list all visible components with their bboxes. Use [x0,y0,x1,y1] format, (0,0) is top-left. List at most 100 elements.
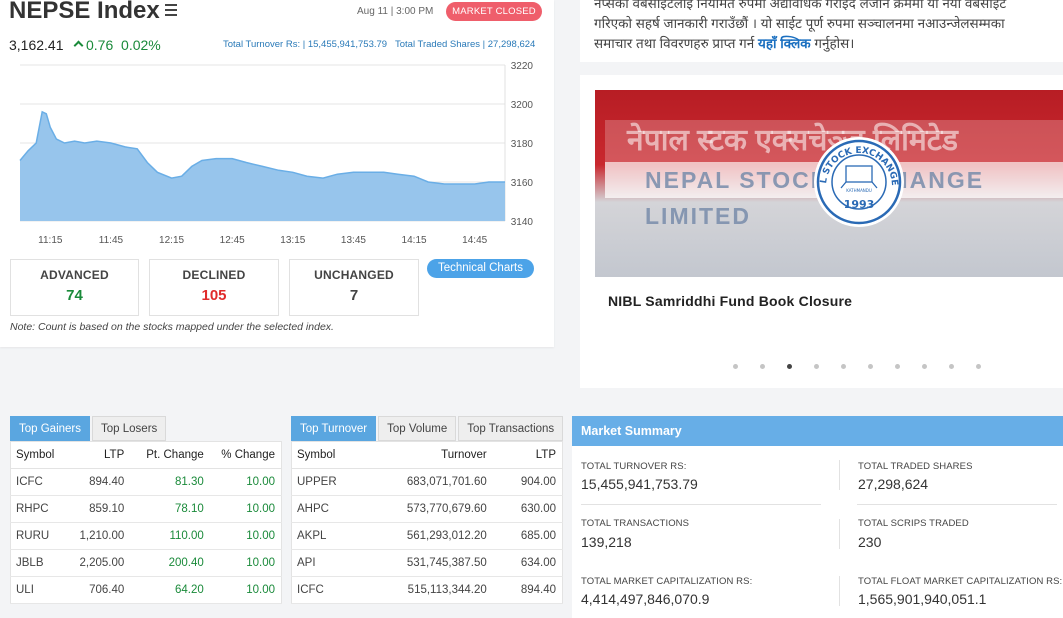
advanced-label: ADVANCED [40,268,109,282]
technical-charts-button[interactable]: Technical Charts [427,259,534,278]
carousel-dot[interactable] [949,364,954,369]
index-value: 3,162.41 [9,37,64,53]
table-cell: 2,205.00 [70,549,131,577]
table-cell: 200.40 [130,549,210,577]
carousel-dot[interactable] [922,364,927,369]
menu-icon[interactable] [165,4,177,16]
top-gainers-table: Symbol LTP Pt. Change % Change ICFC 894.4… [10,441,282,604]
table-row[interactable]: AHPC 573,770,679.60 630.00 [291,495,563,523]
table-cell: 10.00 [209,576,282,604]
col-ltp: LTP [492,441,563,469]
news-image[interactable]: नेपाल स्टक एक्सचेञ्ज लिमिटेड NEPAL STOCK… [595,90,1063,277]
table-cell: 10.00 [209,549,282,577]
x-tick-label: 12:45 [220,235,245,246]
advanced-count: 74 [66,287,83,304]
index-timestamp: Aug 11 | 3:00 PM [357,6,434,17]
x-tick-label: 12:15 [159,235,184,246]
top-turnover-table: Symbol Turnover LTP UPPER 683,071,701.60 9… [291,441,563,604]
index-chart[interactable]: 3220 3200 3180 3160 3140 11:15 11:45 12:15 12:45… [0,58,554,250]
float-cap-value: 1,565,901,940,051.1 [858,591,987,607]
table-cell[interactable]: AHPC [291,495,362,523]
table-row[interactable]: UPPER 683,071,701.60 904.00 [291,468,563,496]
index-change: 0.76 0.02% [73,37,161,53]
table-cell[interactable]: RHPC [10,495,71,523]
table-cell[interactable]: AKPL [291,522,362,550]
table-cell: 10.00 [209,495,282,523]
carousel-dot[interactable] [976,364,981,369]
tab-top-volume[interactable]: Top Volume [378,416,457,441]
table-cell[interactable]: JBLB [10,549,71,577]
y-tick-label: 3180 [511,139,534,150]
carousel-dot[interactable] [895,364,900,369]
table-cell[interactable]: ICFC [10,468,71,496]
table-cell: 859.10 [70,495,131,523]
table-cell: 573,770,679.60 [361,495,493,523]
notice-click-here-link[interactable]: यहाँ क्लिक [758,36,811,51]
float-cap-label: TOTAL FLOAT MARKET CAPITALIZATION RS: [858,576,1063,587]
tab-top-losers[interactable]: Top Losers [92,416,167,441]
total-turnover-label: TOTAL TURNOVER RS: [581,461,687,472]
table-cell: 904.00 [492,468,563,496]
col-symbol: Symbol [291,441,362,469]
notice-text: नेप्सेको वेबसाईटलाई नियमित रुपमा अद्यावध… [594,0,1063,54]
table-header-row: Symbol LTP Pt. Change % Change [10,441,282,469]
total-turnover-value: 15,455,941,753.79 [581,476,698,492]
x-tick-label: 14:45 [462,235,487,246]
table-cell: 81.30 [130,468,210,496]
tab-top-gainers[interactable]: Top Gainers [10,416,91,441]
unchanged-box: UNCHANGED 7 [289,259,419,316]
index-title: NEPSE Index [9,0,160,24]
carousel-dot[interactable] [814,364,819,369]
table-row[interactable]: RURU 1,210.00 110.00 10.00 [10,522,282,550]
y-tick-label: 3200 [511,100,534,111]
notice-line-3: समाचार तथा विवरणहरु प्राप्त गर्न यहाँ क्… [594,34,1063,54]
table-cell[interactable]: RURU [10,522,71,550]
total-shares-value: 27,298,624 [858,476,929,492]
svg-text:KATHMANDU: KATHMANDU [846,188,872,193]
index-point-change: 0.76 [86,37,114,53]
carousel-dot[interactable] [841,364,846,369]
col-turnover: Turnover [361,441,493,469]
total-turnover-text: Total Turnover Rs: | 15,455,941,753.79 [223,39,388,50]
table-cell[interactable]: ULI [10,576,71,604]
x-tick-label: 13:45 [341,235,366,246]
table-row[interactable]: RHPC 859.10 78.10 10.00 [10,495,282,523]
x-tick-label: 11:15 [38,235,63,246]
tab-top-transactions[interactable]: Top Transactions [458,416,564,441]
table-cell[interactable]: ICFC [291,576,362,604]
declined-count: 105 [201,287,227,304]
table-cell[interactable]: UPPER [291,468,362,496]
table-row[interactable]: AKPL 561,293,012.20 685.00 [291,522,563,550]
breadth-note: Note: Count is based on the stocks mappe… [10,321,334,333]
total-transactions-label: TOTAL TRANSACTIONS [581,518,690,529]
svg-text:1993: 1993 [844,198,875,211]
carousel-dot[interactable] [733,364,738,369]
notice-line-3-post: गर्नुहोस। [810,36,855,51]
table-cell[interactable]: API [291,549,362,577]
table-header-row: Symbol Turnover LTP [291,441,563,469]
carousel-dot[interactable] [787,364,792,369]
y-tick-label: 3220 [511,61,534,72]
total-scrips-value: 230 [858,534,882,550]
x-tick-label: 11:45 [99,235,124,246]
table-row[interactable]: JBLB 2,205.00 200.40 10.00 [10,549,282,577]
declined-label: DECLINED [182,268,246,282]
carousel-dot[interactable] [868,364,873,369]
table-cell: 894.40 [70,468,131,496]
news-title[interactable]: NIBL Samriddhi Fund Book Closure [608,293,853,309]
y-tick-label: 3160 [511,178,534,189]
carousel-dot[interactable] [760,364,765,369]
news-carousel: नेपाल स्टक एक्सचेञ्ज लिमिटेड NEPAL STOCK… [580,75,1063,388]
table-row[interactable]: ICFC 894.40 81.30 10.00 [10,468,282,496]
table-row[interactable]: ULI 706.40 64.20 10.00 [10,576,282,604]
table-row[interactable]: API 531,745,387.50 634.00 [291,549,563,577]
market-summary-title: Market Summary [572,416,1063,446]
col-symbol: Symbol [10,441,71,469]
col-ltp: LTP [70,441,131,469]
turnover-summary-line: Total Turnover Rs: | 15,455,941,753.79 T… [223,39,535,50]
tab-top-turnover[interactable]: Top Turnover [291,416,377,441]
unchanged-label: UNCHANGED [314,268,394,282]
market-cap-label: TOTAL MARKET CAPITALIZATION RS: [581,576,753,587]
nepse-seal-logo: NEPAL STOCK EXCHANGE LTD. KATHMANDU 1993 [813,136,904,227]
table-row[interactable]: ICFC 515,113,344.20 894.40 [291,576,563,604]
